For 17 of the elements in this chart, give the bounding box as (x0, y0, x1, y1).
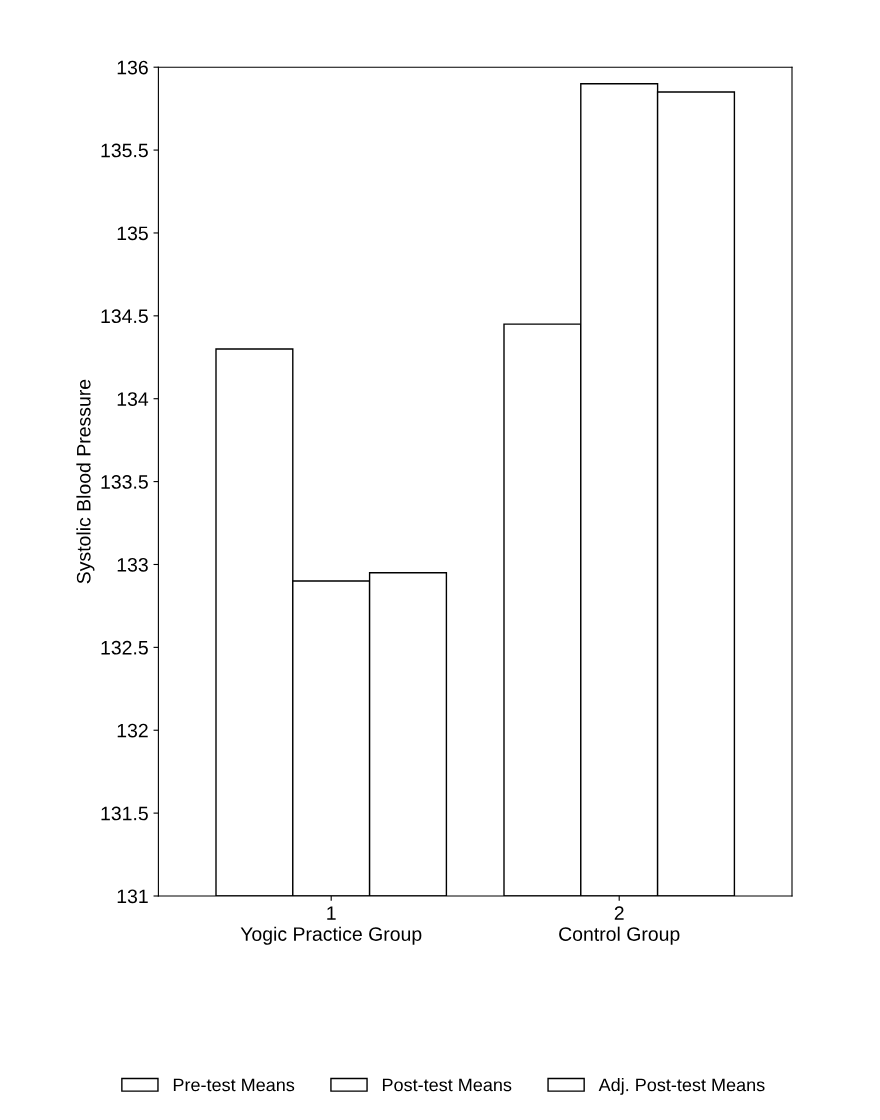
y-tick-label: 135 (117, 226, 148, 241)
y-tick-label: 131.5 (101, 806, 148, 821)
y-tick-label: 133 (117, 557, 148, 572)
x-tick-label: 2 Control Group (559, 906, 680, 945)
y-tick-label: 132 (117, 723, 148, 738)
y-tick-label: 132.5 (101, 640, 148, 655)
x-tick-label: 1 Yogic Practice Group (240, 906, 422, 945)
y-tick-label: 134.5 (101, 309, 148, 324)
legend-label: Pre-test Means (173, 1078, 295, 1092)
y-tick-label: 134 (117, 392, 149, 406)
y-tick-label: 133.5 (101, 475, 148, 489)
y-tick-label: 131 (117, 889, 148, 904)
legend-label: Post-test Means (382, 1078, 512, 1092)
y-tick-label: 135.5 (101, 143, 148, 158)
y-tick-label: 136 (117, 60, 148, 75)
y-axis-title: Systolic Blood Pressure (76, 379, 95, 584)
legend-label: Adj. Post-test Means (598, 1078, 765, 1095)
